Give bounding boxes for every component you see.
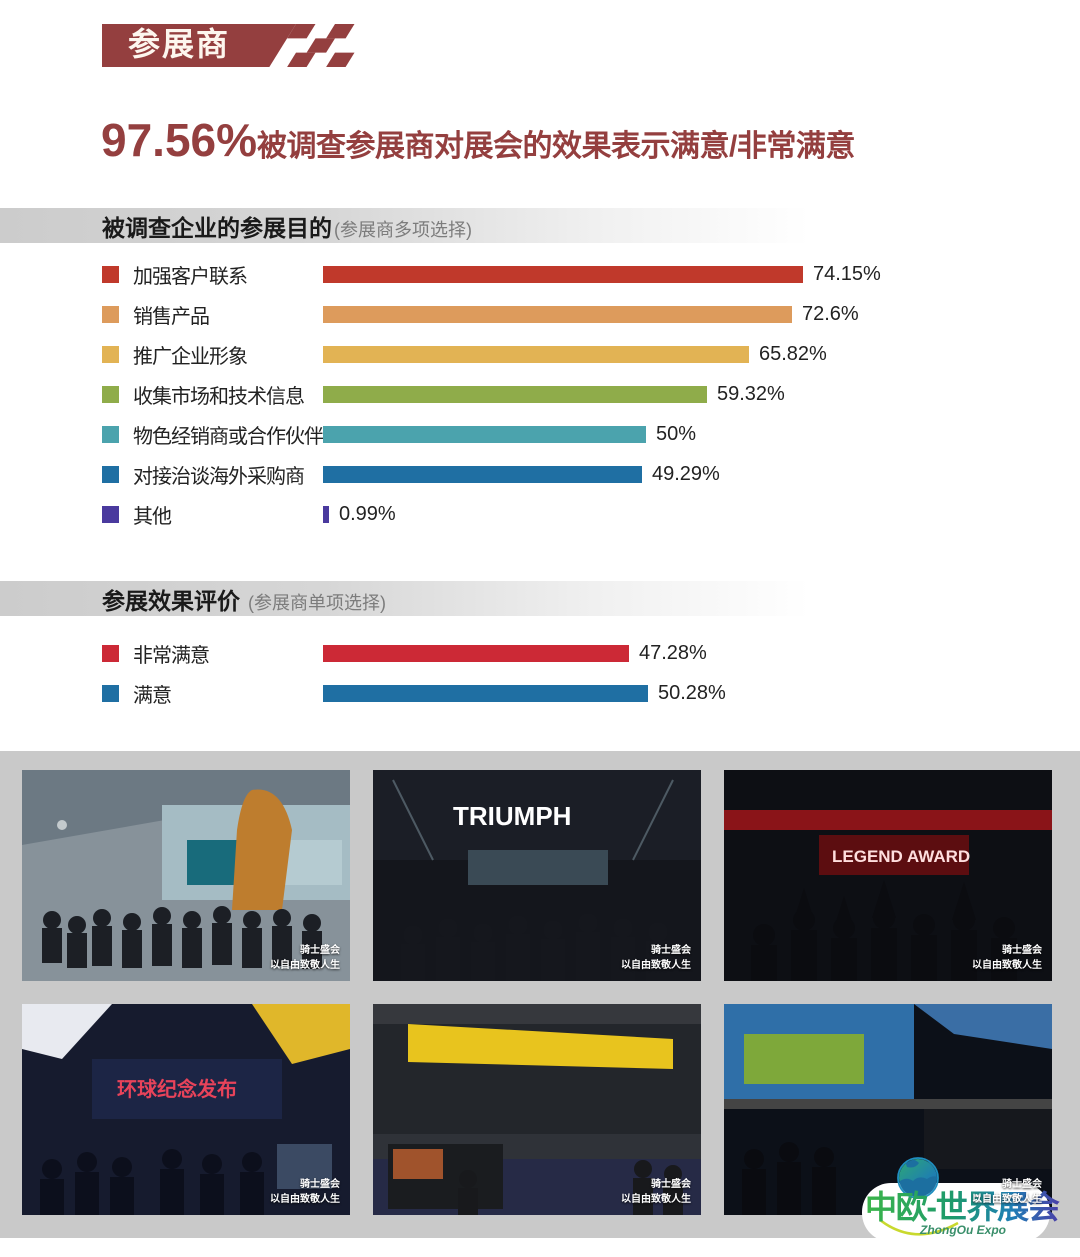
svg-text:参展商: 参展商 [128,26,230,62]
svg-text:TRIUMPH: TRIUMPH [453,801,571,831]
svg-text:ZhongOu Expo: ZhongOu Expo [919,1223,1006,1237]
svg-text:环球纪念发布: 环球纪念发布 [117,1077,237,1101]
svg-text:LEGEND AWARD: LEGEND AWARD [832,847,970,866]
